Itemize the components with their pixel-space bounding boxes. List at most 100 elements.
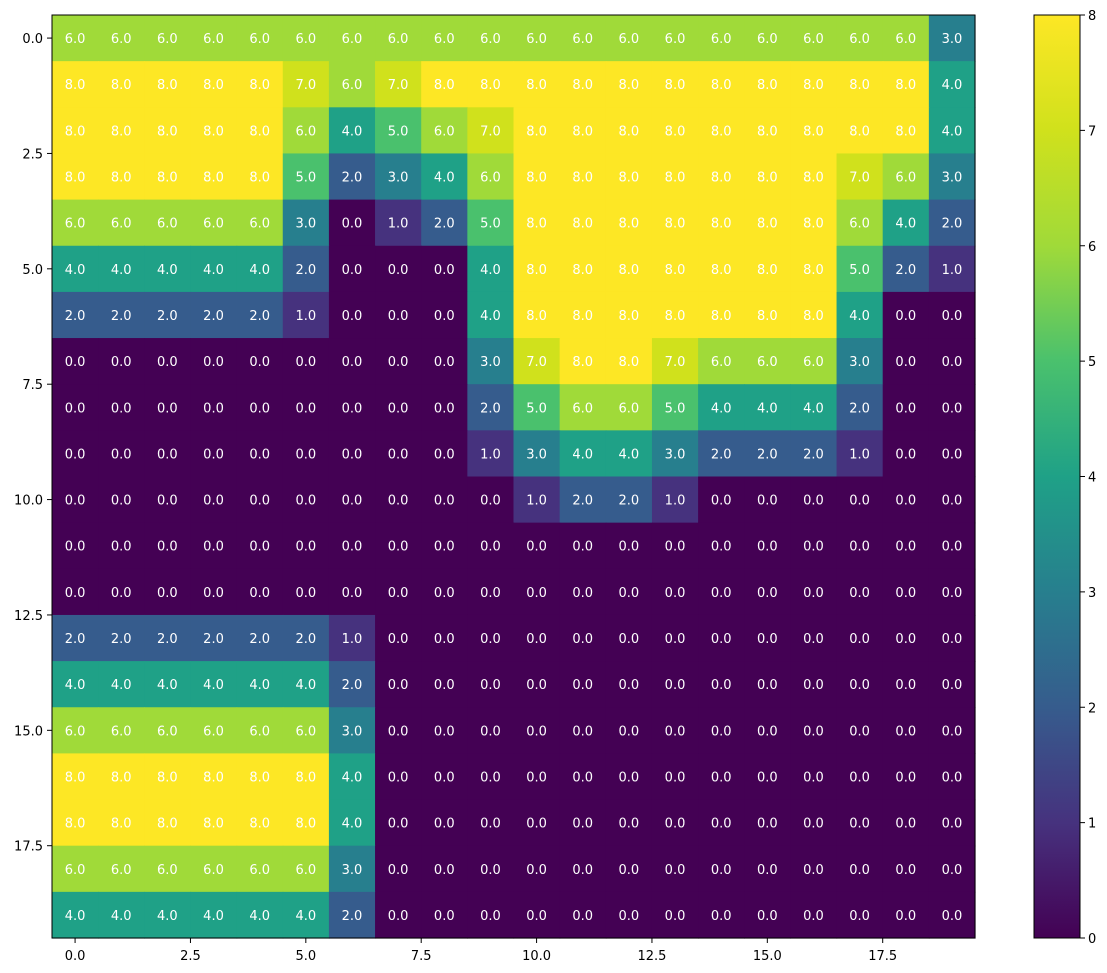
heatmap-cell <box>928 15 976 62</box>
heatmap-cell <box>421 384 468 431</box>
cell-value-label: 8.0 <box>572 78 593 93</box>
cell-value-label: 8.0 <box>572 124 593 139</box>
cell-value-label: 8.0 <box>157 124 178 139</box>
cell-value-label: 0.0 <box>757 586 778 601</box>
heatmap-cell <box>928 522 976 570</box>
heatmap-cell <box>467 614 515 662</box>
heatmap-cell <box>513 430 561 478</box>
heatmap-cell <box>467 338 515 385</box>
heatmap-cell <box>513 753 561 801</box>
cell-value-label: 8.0 <box>895 124 916 139</box>
heatmap-cell <box>282 661 330 708</box>
heatmap-cell <box>559 430 607 478</box>
cell-value-label: 0.0 <box>757 863 778 878</box>
heatmap-cell <box>144 107 192 155</box>
heatmap-cell <box>98 291 145 339</box>
x-tick-label: 0.0 <box>65 949 86 964</box>
heatmap-cell <box>836 153 884 201</box>
cell-value-label: 6.0 <box>295 724 316 739</box>
cell-value-label: 0.0 <box>711 586 732 601</box>
heatmap-cell <box>421 661 468 708</box>
heatmap-cell <box>467 430 515 478</box>
cell-value-label: 2.0 <box>342 171 363 186</box>
heatmap-cell <box>790 568 838 616</box>
cell-value-label: 0.0 <box>434 309 455 324</box>
heatmap-cell <box>513 107 561 155</box>
heatmap-cell <box>513 522 561 570</box>
heatmap-cell <box>513 845 561 893</box>
heatmap-cell <box>559 476 607 524</box>
heatmap-cell <box>236 107 284 155</box>
cell-value-label: 0.0 <box>757 494 778 509</box>
cell-value-label: 6.0 <box>757 355 778 370</box>
cell-value-label: 0.0 <box>480 909 501 924</box>
cell-value-label: 0.0 <box>757 540 778 555</box>
heatmap-cell <box>375 522 422 570</box>
cell-value-label: 0.0 <box>665 863 686 878</box>
heatmap-cell <box>836 799 884 847</box>
cell-value-label: 6.0 <box>203 724 224 739</box>
cell-value-label: 0.0 <box>849 540 870 555</box>
cell-value-label: 8.0 <box>572 217 593 232</box>
heatmap-cell <box>236 891 284 939</box>
cell-value-label: 0.0 <box>665 586 686 601</box>
cell-value-label: 8.0 <box>619 309 640 324</box>
heatmap-cell <box>836 707 884 754</box>
cell-value-label: 0.0 <box>388 586 409 601</box>
y-tick-label: 0.0 <box>22 32 43 47</box>
cell-value-label: 4.0 <box>480 309 501 324</box>
heatmap-cell <box>836 522 884 570</box>
cell-value-label: 0.0 <box>434 540 455 555</box>
cell-value-label: 6.0 <box>111 724 132 739</box>
cell-value-label: 2.0 <box>203 309 224 324</box>
cell-value-label: 0.0 <box>803 863 824 878</box>
cell-value-label: 0.0 <box>895 678 916 693</box>
cell-value-label: 8.0 <box>711 171 732 186</box>
heatmap-cell <box>421 291 468 339</box>
heatmap-cell <box>605 153 653 201</box>
cell-value-label: 8.0 <box>203 171 224 186</box>
heatmap-cell <box>651 476 699 524</box>
cell-value-label: 6.0 <box>526 32 547 47</box>
cell-value-label: 0.0 <box>111 447 132 462</box>
heatmap-cell <box>467 476 515 524</box>
heatmap-cell <box>144 245 192 293</box>
heatmap-cell <box>421 799 468 847</box>
heatmap-cell <box>467 753 515 801</box>
cell-value-label: 8.0 <box>803 124 824 139</box>
heatmap-cell <box>882 614 930 662</box>
cell-value-label: 8.0 <box>619 124 640 139</box>
cell-value-label: 8.0 <box>572 355 593 370</box>
heatmap-cell <box>882 107 930 155</box>
cell-value-label: 4.0 <box>65 678 86 693</box>
cell-value-label: 0.0 <box>619 586 640 601</box>
x-axis: 0.0 2.5 5.0 7.5 10.0 12.5 15.0 17.5 <box>65 938 897 964</box>
cell-value-label: 7.0 <box>295 78 316 93</box>
x-tick-label: 10.0 <box>522 949 551 964</box>
colorbar-tick-label: 5 <box>1088 355 1096 370</box>
cell-value-label: 4.0 <box>111 909 132 924</box>
y-tick-label: 5.0 <box>22 263 43 278</box>
cell-value-label: 8.0 <box>203 78 224 93</box>
heatmap-cell <box>513 199 561 247</box>
heatmap-cell <box>421 430 468 478</box>
cell-value-label: 0.0 <box>572 724 593 739</box>
cell-value-label: 8.0 <box>665 171 686 186</box>
cell-value-label: 0.0 <box>849 770 870 785</box>
cell-value-label: 6.0 <box>249 863 270 878</box>
cell-value-label: 0.0 <box>711 724 732 739</box>
cell-value-label: 4.0 <box>849 309 870 324</box>
cell-value-label: 6.0 <box>157 863 178 878</box>
cell-value-label: 6.0 <box>65 217 86 232</box>
cell-value-label: 0.0 <box>572 586 593 601</box>
heatmap-cell <box>467 384 515 431</box>
heatmap-cell <box>375 753 422 801</box>
heatmap-cell <box>790 199 838 247</box>
heatmap-cell <box>559 568 607 616</box>
heatmap-cell <box>144 153 192 201</box>
x-tick-label: 2.5 <box>180 949 201 964</box>
cell-value-label: 0.0 <box>942 494 963 509</box>
heatmap-cell <box>928 707 976 754</box>
heatmap-cell <box>144 799 192 847</box>
cell-value-label: 8.0 <box>665 124 686 139</box>
